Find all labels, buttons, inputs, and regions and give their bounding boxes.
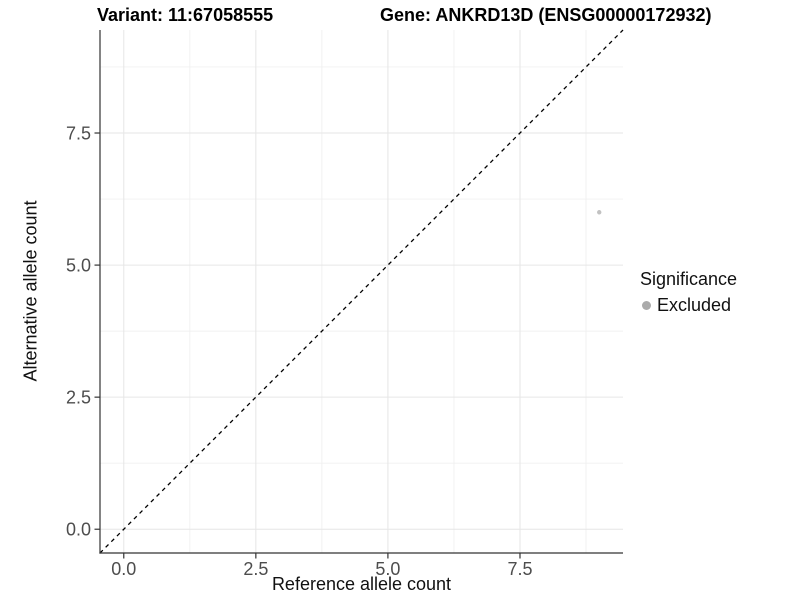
y-tick-label: 7.5	[66, 124, 91, 144]
data-point-excluded	[597, 210, 602, 215]
identity-line	[99, 29, 624, 554]
x-tick-label: 7.5	[507, 559, 532, 579]
legend-item-excluded: Excluded	[640, 295, 737, 316]
y-tick-label: 2.5	[66, 388, 91, 408]
y-tick-label: 0.0	[66, 520, 91, 540]
y-axis-label: Alternative allele count	[20, 200, 41, 382]
legend-item-label: Excluded	[657, 295, 732, 315]
legend-title: Significance	[640, 269, 738, 289]
plot-title-gene: Gene: ANKRD13D (ENSG00000172932)	[380, 5, 712, 25]
excluded-dot-icon	[642, 301, 651, 310]
x-axis-label: Reference allele count	[271, 574, 452, 594]
x-tick-label: 2.5	[243, 559, 268, 579]
plot-title-variant: Variant: 11:67058555	[97, 5, 274, 25]
x-tick-label: 5.0	[375, 559, 400, 579]
x-tick-label: 0.0	[111, 559, 136, 579]
y-tick-label: 5.0	[66, 256, 91, 276]
legend: Significance Excluded	[640, 269, 737, 316]
